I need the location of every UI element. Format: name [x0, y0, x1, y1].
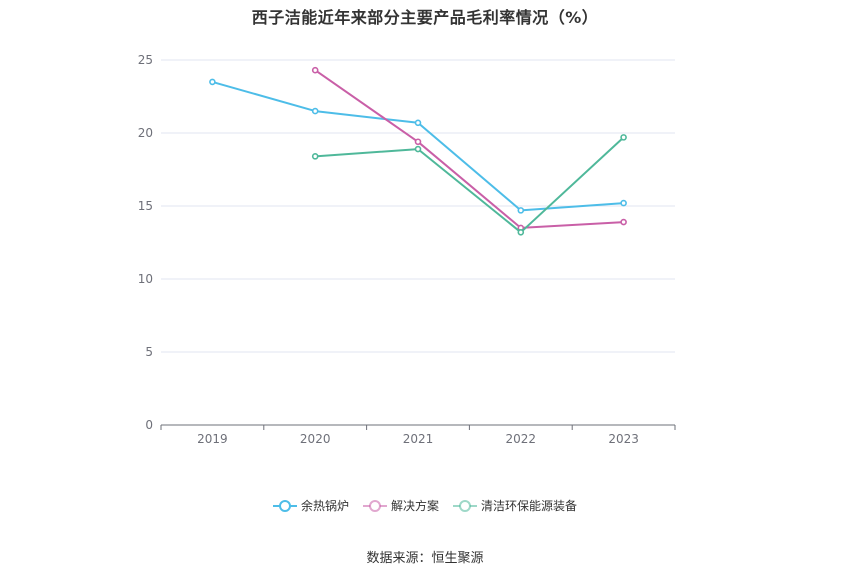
- y-tick-label: 10: [138, 272, 153, 286]
- chart-title: 西子洁能近年来部分主要产品毛利率情况（%）: [251, 8, 599, 27]
- source-note: 数据来源：恒生聚源: [366, 551, 484, 566]
- data-point: [620, 199, 627, 207]
- legend: 余热锅炉 解决方案 清洁环保能源装备: [0, 497, 850, 514]
- x-tick-label: 2022: [506, 432, 537, 446]
- series-line-1: [314, 69, 624, 229]
- data-point: [414, 145, 422, 153]
- data-point: [620, 218, 627, 226]
- data-point: [311, 66, 319, 74]
- x-tick-label: 2021: [403, 432, 434, 446]
- y-tick-label: 15: [138, 199, 153, 213]
- x-tick-label: 2019: [197, 432, 228, 446]
- legend-marker-icon: [362, 499, 387, 512]
- data-point: [517, 228, 525, 236]
- data-point: [311, 153, 319, 160]
- legend-marker-icon: [272, 499, 297, 512]
- data-point: [414, 119, 422, 127]
- data-point: [517, 207, 525, 214]
- legend-label: 余热锅炉: [300, 499, 349, 513]
- y-tick-label: 0: [145, 418, 153, 432]
- legend-label: 清洁环保能源装备: [481, 499, 578, 513]
- data-point: [209, 78, 216, 86]
- data-point: [311, 107, 319, 115]
- x-tick-label: 2020: [300, 432, 331, 446]
- y-tick-label: 20: [138, 126, 153, 140]
- y-tick-label: 25: [138, 53, 153, 67]
- legend-item[interactable]: 解决方案: [362, 497, 439, 514]
- axes: 0 5 10 15 20 25 2019 2020 2021 2022 2023: [138, 53, 676, 446]
- legend-label: 解决方案: [390, 499, 439, 513]
- y-tick-label: 5: [145, 345, 153, 359]
- legend-item[interactable]: 清洁环保能源装备: [453, 497, 577, 514]
- legend-marker-icon: [453, 499, 477, 512]
- data-point: [414, 138, 422, 146]
- gridlines: [161, 59, 675, 353]
- data-point: [620, 134, 627, 141]
- legend-item[interactable]: 余热锅炉: [272, 497, 349, 514]
- series-lines: [209, 66, 627, 236]
- series-line-2: [315, 136, 625, 234]
- x-tick-label: 2023: [608, 432, 639, 446]
